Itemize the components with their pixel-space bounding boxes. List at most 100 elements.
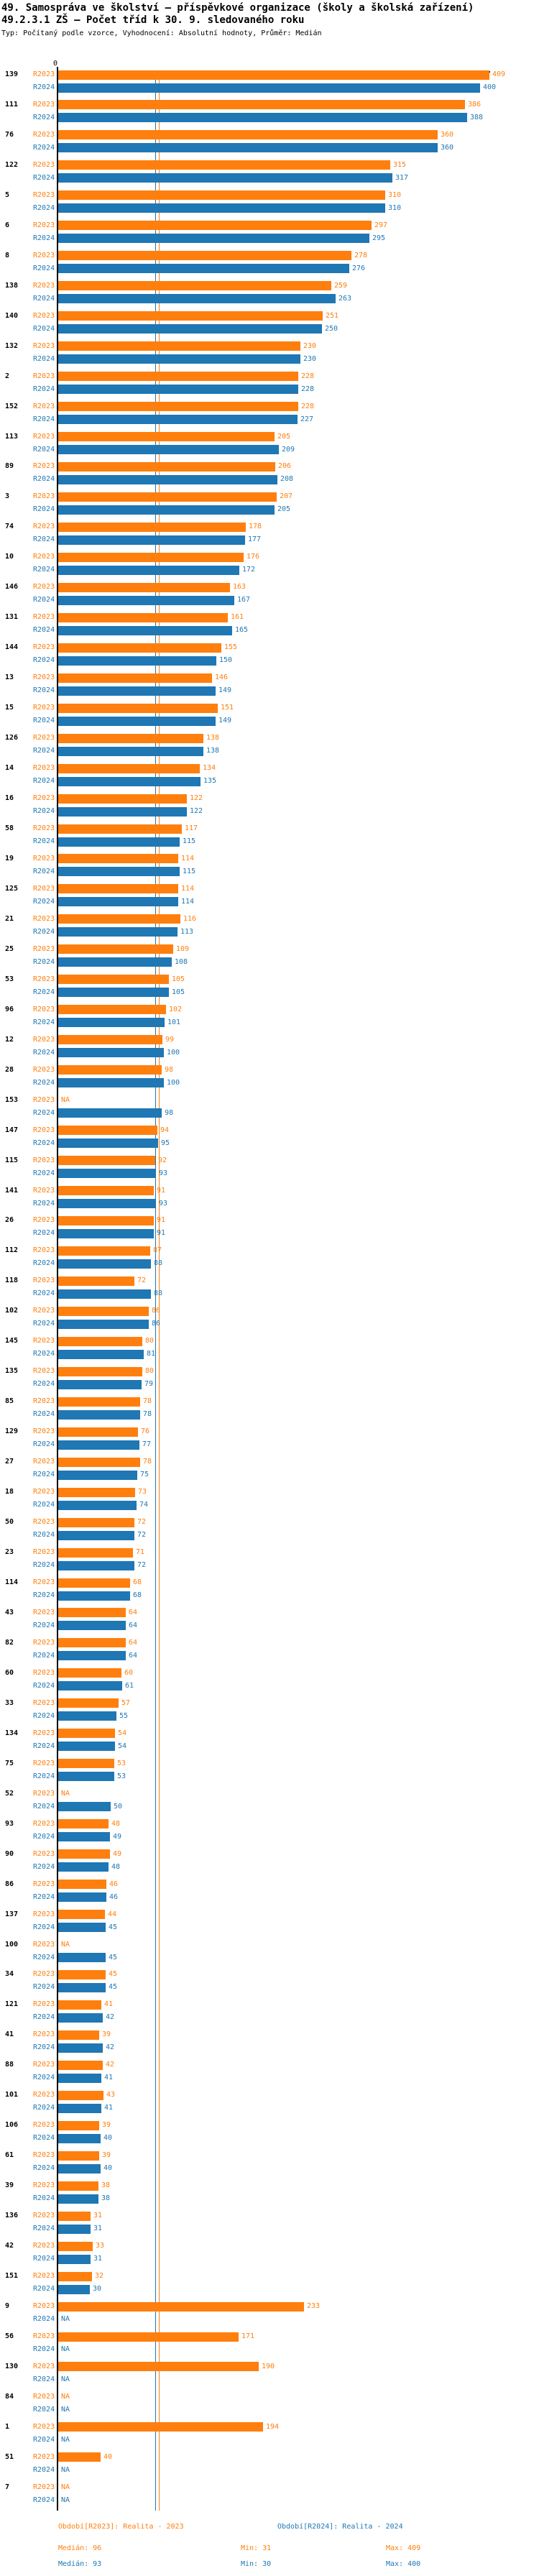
series-label-r2023: R2023 — [33, 2091, 55, 2099]
group-id-label: 52 — [5, 1789, 14, 1798]
series-label-r2024: R2024 — [33, 113, 55, 121]
series-label-r2024: R2024 — [33, 1471, 55, 1479]
value-label-r2023: 134 — [203, 764, 216, 773]
group-id-label: 101 — [5, 2091, 19, 2099]
value-label-r2023: 315 — [393, 160, 407, 169]
value-label-r2024: 45 — [109, 1983, 118, 1992]
series-label-r2023: R2023 — [33, 2061, 55, 2069]
series-label-r2023: R2023 — [33, 281, 55, 290]
value-label-r2023: 31 — [93, 2212, 103, 2220]
series-label-r2024: R2024 — [33, 264, 55, 272]
group-id-label: 125 — [5, 884, 19, 893]
bar-r2024 — [58, 1711, 116, 1721]
na-label-r2024: NA — [61, 2375, 70, 2383]
bar-r2023 — [58, 944, 173, 954]
bar-r2023 — [58, 1427, 138, 1437]
value-label-r2023: 233 — [307, 2302, 321, 2311]
bar-r2023 — [58, 673, 212, 683]
series-label-r2024: R2024 — [33, 686, 55, 695]
series-label-r2024: R2024 — [33, 596, 55, 604]
bar-r2023 — [58, 1246, 150, 1256]
series-label-r2023: R2023 — [33, 221, 55, 229]
group-id-label: 76 — [5, 130, 14, 139]
series-label-r2024: R2024 — [33, 475, 55, 484]
bar-r2023 — [58, 2422, 263, 2432]
bar-r2023 — [58, 824, 182, 834]
bar-r2024 — [58, 1982, 106, 1992]
value-label-r2024: 205 — [277, 505, 291, 514]
bar-r2023 — [58, 221, 372, 231]
bar-r2023 — [58, 2150, 99, 2161]
bar-r2024 — [58, 505, 275, 515]
series-label-r2023: R2023 — [33, 673, 55, 682]
value-label-r2023: 41 — [104, 2000, 114, 2009]
value-label-r2023: 42 — [106, 2061, 115, 2069]
series-label-r2024: R2024 — [33, 2134, 55, 2143]
series-label-r2024: R2024 — [33, 717, 55, 725]
bar-r2023 — [58, 1276, 134, 1286]
series-label-r2023: R2023 — [33, 764, 55, 773]
bar-r2024 — [58, 83, 480, 93]
bar-r2024 — [58, 1199, 156, 1209]
series-label-r2024: R2024 — [33, 807, 55, 816]
value-label-r2024: 122 — [190, 807, 203, 816]
series-label-r2023: R2023 — [33, 2362, 55, 2370]
group-id-label: 136 — [5, 2212, 19, 2220]
group-id-label: 27 — [5, 1458, 14, 1466]
group-id-label: 130 — [5, 2362, 19, 2370]
bar-r2023 — [58, 2120, 99, 2130]
bar-r2024 — [58, 2194, 98, 2204]
series-label-r2024: R2024 — [33, 1832, 55, 1841]
value-label-r2024: 165 — [235, 626, 249, 635]
bar-r2024 — [58, 1228, 154, 1238]
series-label-r2024: R2024 — [33, 1138, 55, 1147]
series-label-r2023: R2023 — [33, 944, 55, 953]
bar-r2023 — [58, 372, 298, 382]
x-axis-tick — [57, 67, 58, 71]
value-label-r2023: 114 — [181, 854, 195, 862]
bar-r2023 — [58, 1035, 162, 1045]
group-id-label: 75 — [5, 1759, 14, 1767]
series-label-r2023: R2023 — [33, 1367, 55, 1376]
bar-r2024 — [58, 2163, 101, 2174]
value-label-r2023: 73 — [138, 1488, 147, 1496]
value-label-r2024: 93 — [159, 1199, 168, 1208]
series-label-r2024: R2024 — [33, 535, 55, 544]
bar-r2023 — [58, 1487, 135, 1497]
bar-r2024 — [58, 2103, 101, 2113]
series-label-r2023: R2023 — [33, 2030, 55, 2039]
group-id-label: 58 — [5, 824, 14, 832]
series-label-r2024: R2024 — [33, 1923, 55, 1931]
bar-r2023 — [58, 2241, 93, 2251]
group-id-label: 96 — [5, 1005, 14, 1013]
bar-r2023 — [58, 432, 275, 442]
bar-r2024 — [58, 1169, 156, 1179]
series-label-r2023: R2023 — [33, 643, 55, 652]
group-id-label: 141 — [5, 1186, 19, 1195]
bar-r2024 — [58, 1621, 126, 1631]
series-label-r2024: R2024 — [33, 2375, 55, 2383]
group-id-label: 146 — [5, 583, 19, 592]
value-label-r2023: 176 — [247, 553, 260, 561]
value-label-r2023: 32 — [95, 2272, 104, 2281]
bar-r2023 — [58, 763, 200, 773]
legend-period-r2024: Období[R2024]: Realita - 2024 — [277, 2523, 403, 2531]
bar-r2023 — [58, 281, 331, 291]
bar-r2024 — [58, 415, 298, 425]
group-id-label: 43 — [5, 1608, 14, 1616]
value-label-r2024: 45 — [109, 1953, 118, 1961]
group-id-label: 25 — [5, 944, 14, 953]
value-label-r2023: 80 — [145, 1367, 155, 1376]
group-id-label: 118 — [5, 1276, 19, 1285]
bar-r2023 — [58, 1065, 162, 1075]
group-id-label: 2 — [5, 372, 10, 380]
series-label-r2023: R2023 — [33, 1186, 55, 1195]
bar-r2023 — [58, 70, 489, 80]
value-label-r2023: 92 — [158, 1156, 167, 1164]
na-label-r2024: NA — [61, 2496, 70, 2504]
series-label-r2024: R2024 — [33, 1259, 55, 1268]
series-label-r2023: R2023 — [33, 251, 55, 259]
bar-r2024 — [58, 716, 216, 726]
series-label-r2024: R2024 — [33, 2013, 55, 2022]
series-label-r2024: R2024 — [33, 2225, 55, 2233]
